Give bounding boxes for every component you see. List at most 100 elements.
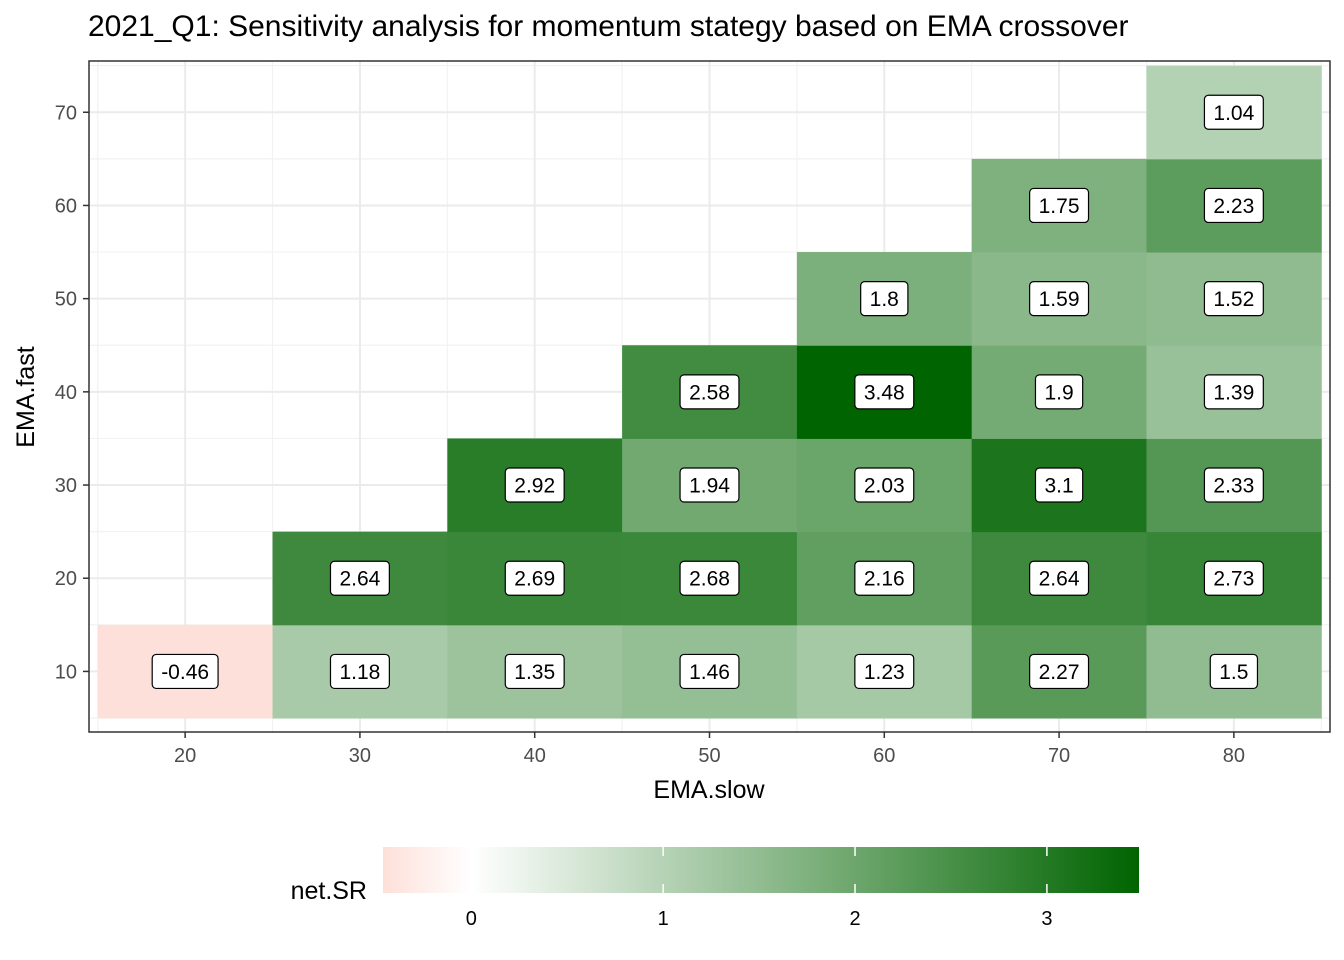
cell-label-box xyxy=(1203,281,1264,317)
x-tick-label: 40 xyxy=(524,745,546,767)
colorbar-tick-label: 1 xyxy=(658,908,669,930)
cell-label: 3.48 xyxy=(854,374,915,410)
cell-label: 1.23 xyxy=(854,653,915,690)
cell-label-box xyxy=(1029,281,1090,317)
cell-label: 2.92 xyxy=(504,467,565,503)
cell-label: 2.68 xyxy=(679,560,740,596)
cell-label: 2.27 xyxy=(1029,653,1090,690)
y-axis-title: EMA.fast xyxy=(12,346,40,447)
cell-value-text: 2.64 xyxy=(339,568,380,591)
cell-label-box xyxy=(679,653,740,690)
cell-value-text: 2.03 xyxy=(864,475,905,498)
cell-label: 1.18 xyxy=(329,653,390,690)
cell-value-text: 2.73 xyxy=(1213,568,1254,591)
cell-label: 1.9 xyxy=(1034,374,1084,410)
cell-value-text: 1.39 xyxy=(1213,381,1254,404)
cell-label-box xyxy=(1034,374,1084,410)
y-tick-label: 70 xyxy=(55,102,77,124)
cell-label-box xyxy=(1209,653,1259,690)
cell-label: 1.04 xyxy=(1203,94,1264,130)
cell-label-box xyxy=(854,374,915,410)
cell-label-box xyxy=(1034,467,1084,503)
cell-label-box xyxy=(1203,94,1264,130)
cell-value-text: 2.92 xyxy=(514,475,555,498)
cell-value-text: 1.59 xyxy=(1039,288,1080,311)
cell-label-box xyxy=(1029,653,1090,690)
cell-label: 2.64 xyxy=(329,560,390,596)
y-tick-label: 30 xyxy=(55,475,77,497)
cell-value-text: 2.23 xyxy=(1213,195,1254,218)
cell-value-text: 1.5 xyxy=(1219,661,1248,684)
x-tick-label: 60 xyxy=(873,745,895,767)
colorbar-tick-label: 0 xyxy=(466,908,477,930)
cell-value-text: 1.8 xyxy=(870,288,899,311)
cell-value-text: 1.18 xyxy=(339,661,380,684)
cell-label-box xyxy=(329,653,390,690)
chart-title: 2021_Q1: Sensitivity analysis for moment… xyxy=(88,10,1129,43)
cell-value-text: 2.68 xyxy=(689,568,730,591)
cell-label: 2.33 xyxy=(1203,467,1264,503)
cell-label: 2.69 xyxy=(504,560,565,596)
cell-value-text: 2.64 xyxy=(1039,568,1080,591)
cell-label-box xyxy=(1203,560,1264,596)
colorbar xyxy=(383,847,1139,893)
colorbar-tick-label: 2 xyxy=(849,908,860,930)
cell-label: 3.1 xyxy=(1034,467,1084,503)
cell-value-text: 1.46 xyxy=(689,661,730,684)
cell-label-box xyxy=(679,374,740,410)
cell-value-text: 2.58 xyxy=(689,381,730,404)
cell-label-box xyxy=(329,560,390,596)
colorbar-legend: net.SR 0 1 2 3 xyxy=(291,847,1139,930)
cell-value-text: -0.46 xyxy=(161,661,209,684)
cell-label-box xyxy=(1029,560,1090,596)
cell-label-box xyxy=(504,560,565,596)
cell-label-box xyxy=(1203,187,1264,224)
legend-title: net.SR xyxy=(291,877,367,905)
cell-label-box xyxy=(854,560,915,596)
cell-label: 2.16 xyxy=(854,560,915,596)
cell-label: -0.46 xyxy=(151,653,219,690)
cell-value-text: 3.48 xyxy=(864,381,905,404)
cell-value-text: 2.27 xyxy=(1039,661,1080,684)
x-axis: 20 30 40 50 60 70 80 xyxy=(174,732,1245,767)
cell-label: 2.58 xyxy=(679,374,740,410)
cell-value-text: 2.16 xyxy=(864,568,905,591)
cell-label-box xyxy=(854,653,915,690)
cell-label-box xyxy=(151,653,219,690)
heatmap-tiles xyxy=(97,65,1322,719)
cell-value-text: 2.33 xyxy=(1213,475,1254,498)
cell-label: 1.52 xyxy=(1203,281,1264,317)
cell-value-text: 1.75 xyxy=(1039,195,1080,218)
cell-label-box xyxy=(860,281,909,317)
cell-label: 1.8 xyxy=(860,281,909,317)
cell-labels: -0.46 1.18 1.35 1.46 1.23 2.27 1.5 2.64 2.69 2.68… xyxy=(151,94,1264,690)
y-tick-label: 60 xyxy=(55,195,77,217)
cell-label-box xyxy=(1203,374,1264,410)
y-tick-label: 40 xyxy=(55,382,77,404)
cell-label: 1.94 xyxy=(679,467,740,503)
colorbar-tick-label: 3 xyxy=(1041,908,1052,930)
cell-value-text: 3.1 xyxy=(1044,475,1073,498)
x-tick-label: 30 xyxy=(349,745,371,767)
cell-label-box xyxy=(504,467,565,503)
cell-label: 2.23 xyxy=(1203,187,1264,224)
colorbar-ticks: 0 1 2 3 xyxy=(466,847,1052,930)
cell-value-text: 1.9 xyxy=(1044,381,1073,404)
y-tick-label: 10 xyxy=(55,661,77,683)
cell-label: 1.75 xyxy=(1029,187,1090,224)
x-tick-label: 20 xyxy=(174,745,196,767)
x-axis-title: EMA.slow xyxy=(653,776,765,804)
y-tick-label: 20 xyxy=(55,568,77,590)
cell-label-box xyxy=(854,467,915,503)
cell-value-text: 1.52 xyxy=(1213,288,1254,311)
cell-label: 1.5 xyxy=(1209,653,1259,690)
cell-label-box xyxy=(1029,187,1090,224)
y-axis: 10 20 30 40 50 60 70 xyxy=(55,102,89,683)
cell-label: 2.03 xyxy=(854,467,915,503)
x-tick-label: 80 xyxy=(1223,745,1245,767)
cell-value-text: 1.23 xyxy=(864,661,905,684)
y-tick-label: 50 xyxy=(55,289,77,311)
cell-label: 2.73 xyxy=(1203,560,1264,596)
x-tick-label: 50 xyxy=(698,745,720,767)
